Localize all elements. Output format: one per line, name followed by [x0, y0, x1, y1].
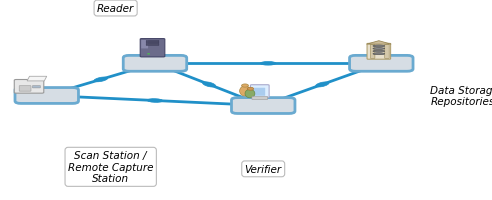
FancyBboxPatch shape — [140, 39, 165, 58]
Polygon shape — [27, 77, 47, 82]
FancyBboxPatch shape — [123, 56, 187, 72]
FancyBboxPatch shape — [370, 45, 375, 59]
Ellipse shape — [147, 99, 163, 103]
Text: Reader: Reader — [97, 4, 134, 14]
Ellipse shape — [373, 48, 385, 50]
FancyBboxPatch shape — [146, 41, 159, 43]
Ellipse shape — [247, 88, 254, 91]
Text: Verifier: Verifier — [245, 164, 282, 174]
Polygon shape — [367, 42, 391, 45]
Ellipse shape — [240, 86, 250, 97]
Ellipse shape — [316, 82, 329, 88]
Ellipse shape — [203, 82, 215, 88]
Ellipse shape — [147, 54, 150, 55]
Text: Data Storage
Repositories: Data Storage Repositories — [430, 85, 492, 107]
Ellipse shape — [373, 46, 385, 48]
FancyBboxPatch shape — [385, 45, 389, 59]
FancyBboxPatch shape — [350, 56, 413, 72]
Ellipse shape — [94, 78, 108, 82]
FancyBboxPatch shape — [252, 97, 268, 100]
Ellipse shape — [373, 54, 385, 55]
FancyBboxPatch shape — [14, 80, 44, 94]
FancyBboxPatch shape — [146, 43, 159, 44]
Text: Scan Station /
Remote Capture
Station: Scan Station / Remote Capture Station — [68, 150, 154, 184]
Ellipse shape — [260, 62, 276, 66]
FancyBboxPatch shape — [367, 44, 391, 60]
FancyBboxPatch shape — [253, 88, 265, 96]
FancyBboxPatch shape — [141, 41, 148, 49]
FancyBboxPatch shape — [146, 45, 159, 46]
Ellipse shape — [373, 51, 385, 53]
FancyBboxPatch shape — [32, 86, 40, 88]
Ellipse shape — [245, 90, 255, 98]
FancyBboxPatch shape — [232, 98, 295, 114]
FancyBboxPatch shape — [15, 88, 79, 104]
FancyBboxPatch shape — [250, 85, 269, 98]
Ellipse shape — [242, 84, 248, 88]
FancyBboxPatch shape — [19, 86, 31, 92]
